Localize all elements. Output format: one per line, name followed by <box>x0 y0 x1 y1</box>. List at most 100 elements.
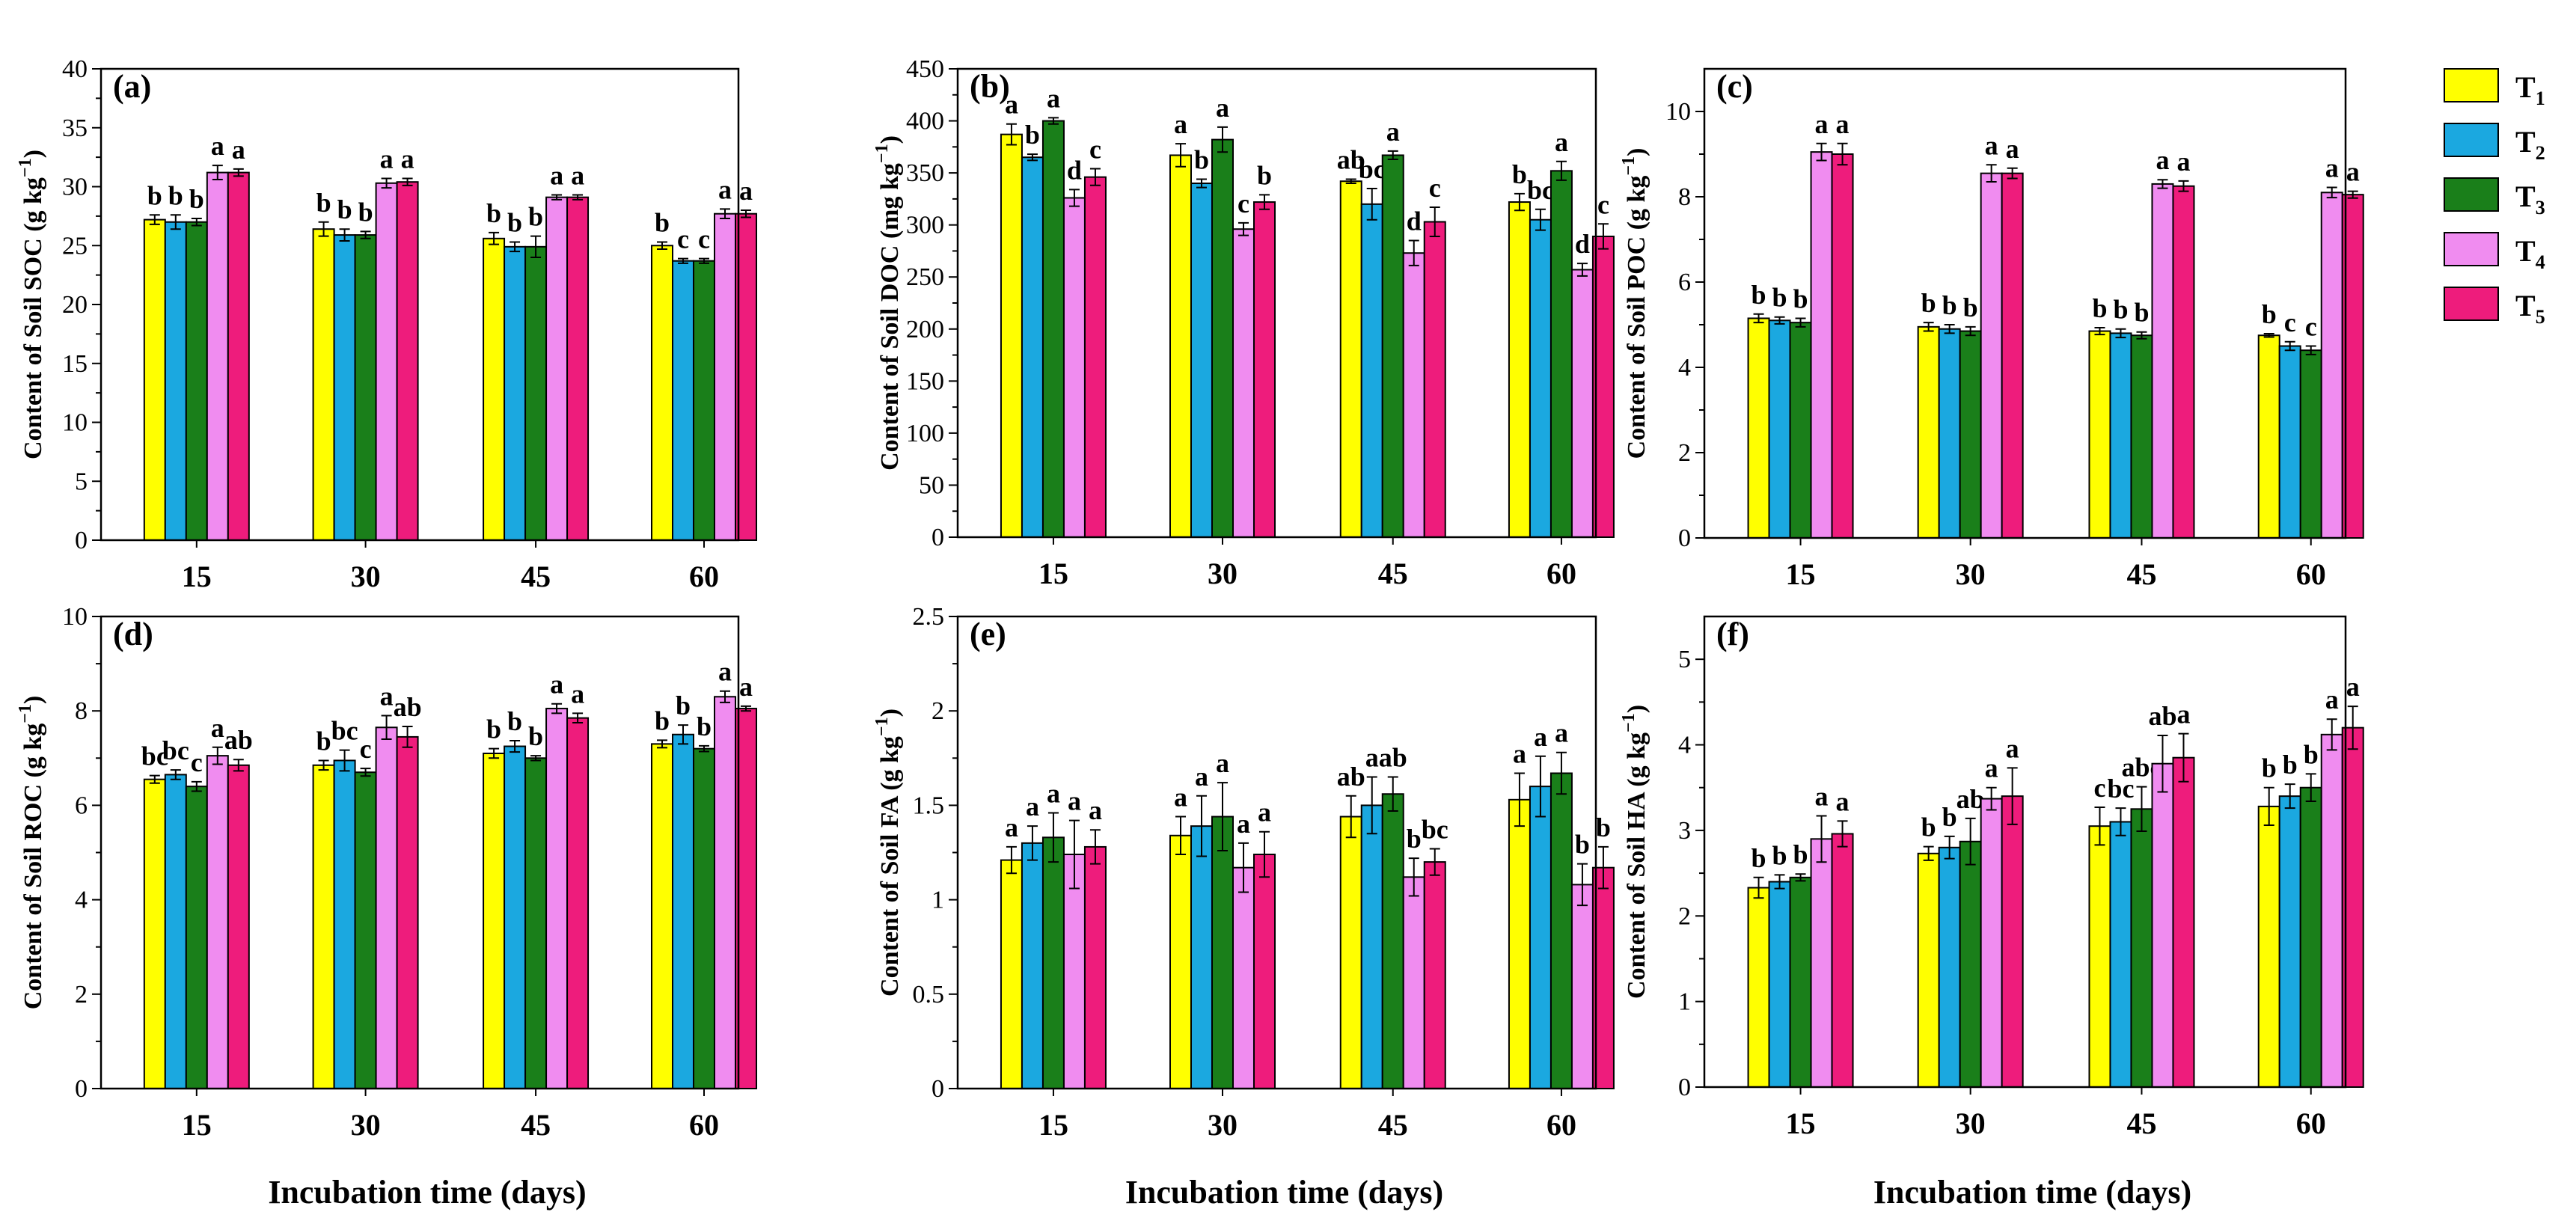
significance-letter: a <box>1555 127 1568 157</box>
significance-letter: b <box>2283 750 2298 780</box>
significance-letter: b <box>1257 160 1272 190</box>
bar <box>2278 345 2301 539</box>
significance-letter: b <box>316 188 331 218</box>
error-bar <box>1555 160 1567 181</box>
error-bar <box>1366 187 1377 221</box>
error-bar <box>677 724 688 745</box>
error-bar <box>740 209 751 218</box>
bar <box>671 733 694 1089</box>
significance-letter: a <box>571 679 584 709</box>
significance-letter: a <box>211 131 224 161</box>
error-bar <box>2305 345 2316 355</box>
bar <box>1789 876 1812 1088</box>
y-tick-label: 35 <box>62 114 88 142</box>
error-bar <box>233 168 244 177</box>
y-axis-label-text: Content of Soil HA (g kg <box>1623 732 1650 999</box>
bar <box>1917 325 1940 539</box>
significance-letter: b <box>507 208 522 238</box>
bar <box>1549 772 1573 1089</box>
x-tick-label: 15 <box>182 560 212 593</box>
error-bar <box>1965 817 1976 866</box>
bar <box>164 221 187 541</box>
error-bar <box>1408 857 1419 897</box>
bar <box>1062 197 1086 538</box>
y-axis-label-close: ) <box>19 696 47 704</box>
bar <box>2257 805 2280 1089</box>
panel-label: (f) <box>1716 616 1749 652</box>
y-tick-label: 8 <box>1678 183 1691 211</box>
bar <box>1000 133 1023 538</box>
error-bar <box>1816 815 1827 863</box>
significance-letter: d <box>1067 155 1082 185</box>
significance-letter: a <box>739 176 753 206</box>
bar <box>1768 881 1791 1088</box>
legend-entry-subscript: 1 <box>2536 88 2545 109</box>
y-axis-label-superscript: −1 <box>872 144 892 163</box>
bar <box>2151 762 2174 1088</box>
significance-letter: ab <box>1337 762 1365 792</box>
bar <box>1768 319 1791 539</box>
significance-letter: ab <box>224 725 253 755</box>
significance-letter: b <box>2262 299 2277 329</box>
y-axis-label-superscript: −1 <box>1619 156 1639 176</box>
error-bar <box>1068 189 1080 207</box>
bar <box>1062 854 1086 1090</box>
error-bar <box>572 712 584 723</box>
y-tick-label: 3 <box>1678 817 1691 845</box>
error-bar <box>656 241 667 250</box>
bar <box>2299 786 2322 1089</box>
significance-letter: a <box>718 657 732 687</box>
significance-letter: a <box>1216 93 1229 123</box>
significance-letter: a <box>1089 795 1102 825</box>
error-bar <box>1576 263 1588 277</box>
significance-letter: c <box>677 224 689 254</box>
significance-letter: a <box>1237 809 1250 839</box>
bar <box>1831 153 1854 539</box>
significance-letter: b <box>1596 813 1611 842</box>
bar <box>1190 183 1213 538</box>
y-tick-label: 250 <box>906 263 944 291</box>
bar <box>143 778 166 1089</box>
legend-entry: T2 <box>2515 125 2545 164</box>
error-bar <box>1576 863 1588 907</box>
y-tick-label: 150 <box>906 367 944 395</box>
significance-letter: a <box>1513 738 1526 768</box>
significance-letter: c <box>360 734 372 764</box>
y-axis-label-close: ) <box>876 709 904 717</box>
y-tick-label: 0.5 <box>913 981 945 1009</box>
bar <box>1529 786 1552 1090</box>
x-tick-label: 45 <box>2126 557 2156 591</box>
error-bar <box>191 780 202 792</box>
bar <box>2320 192 2343 539</box>
significance-letter: b <box>1752 280 1766 310</box>
significance-letter: b <box>189 184 204 214</box>
bar <box>524 757 548 1089</box>
error-bar <box>572 194 584 201</box>
significance-letter: a <box>1258 798 1271 827</box>
bar <box>713 696 736 1089</box>
error-bar <box>698 257 709 264</box>
significance-letter: a <box>401 144 414 174</box>
x-tick-label: 45 <box>521 1108 551 1142</box>
y-tick-label: 400 <box>906 108 944 135</box>
significance-letter: b <box>528 721 543 751</box>
legend-swatch <box>2444 232 2499 266</box>
bar <box>185 786 208 1090</box>
bar <box>2130 334 2153 539</box>
plot-frame <box>956 67 1597 539</box>
legend-swatch <box>2444 68 2499 102</box>
x-tick-label: 15 <box>1786 1107 1816 1140</box>
significance-letter: b <box>337 195 352 224</box>
y-tick-label: 100 <box>906 420 944 447</box>
y-tick-label: 450 <box>906 55 944 83</box>
error-bar <box>551 194 563 201</box>
significance-letter: b <box>1963 293 1978 322</box>
bar <box>671 260 694 541</box>
bar <box>1529 218 1552 538</box>
error-bar <box>149 774 160 784</box>
error-bar <box>1047 812 1059 863</box>
